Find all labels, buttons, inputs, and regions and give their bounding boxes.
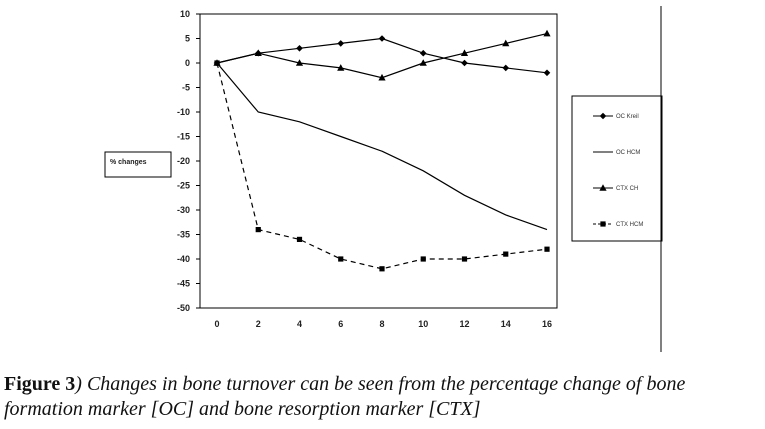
plot-frame — [199, 13, 558, 309]
x-tick-label: 4 — [297, 319, 302, 329]
y-tick-label: -20 — [177, 156, 190, 166]
data-point — [419, 49, 427, 57]
y-axis: 10 5 0 -5 -10 -15 -20 -25 -30 -35 -40 -45 -50 — [177, 9, 200, 313]
y-tick-label: -5 — [182, 83, 190, 93]
data-point — [502, 64, 510, 72]
y-tick-label: -25 — [177, 181, 190, 191]
series-layer — [213, 29, 551, 272]
data-point — [461, 59, 468, 67]
series-oc-kreil — [213, 35, 551, 77]
y-tick-label: -30 — [177, 205, 190, 215]
data-point — [543, 69, 551, 77]
data-point — [254, 49, 262, 56]
y-tick-label: -15 — [177, 132, 190, 142]
y-axis-label-frame — [104, 151, 172, 178]
y-tick-label: -45 — [177, 279, 190, 289]
series-line — [216, 62, 548, 231]
x-tick-label: 12 — [459, 319, 469, 329]
data-point — [338, 256, 344, 262]
plot-area — [199, 13, 558, 309]
x-tick-label: 16 — [542, 319, 552, 329]
data-point — [420, 256, 426, 262]
data-point — [337, 64, 345, 71]
caption-lead: Figure 3 — [4, 373, 76, 395]
legend-frame — [571, 95, 663, 242]
data-point — [502, 39, 510, 47]
legend-marker — [600, 221, 606, 227]
series-line — [216, 62, 548, 270]
y-tick-label: -35 — [177, 230, 190, 240]
legend-label: OC HCM — [616, 150, 640, 156]
data-point — [296, 236, 303, 242]
x-tick-label: 10 — [418, 319, 428, 329]
legend-label: CTX CH — [616, 186, 638, 192]
y-tick-label: 10 — [180, 9, 190, 19]
x-tick-label: 0 — [214, 319, 219, 329]
data-point — [544, 246, 550, 252]
data-point — [461, 256, 468, 262]
series-oc-hcm — [216, 62, 548, 231]
x-tick-label: 8 — [379, 319, 384, 329]
y-axis-label-box: % changes — [104, 151, 172, 178]
y-tick-label: -10 — [177, 107, 190, 117]
data-point — [296, 45, 303, 52]
legend-label: OC Kreil — [616, 114, 639, 120]
y-tick-label: 5 — [185, 34, 190, 44]
data-point — [419, 59, 427, 66]
series-ctx-ch — [213, 29, 551, 81]
data-point — [214, 60, 220, 66]
y-tick-label: 0 — [185, 58, 190, 68]
caption-text: ) Changes in bone turnover can be seen f… — [4, 373, 686, 420]
data-point — [503, 251, 509, 257]
data-point — [378, 35, 386, 42]
data-point — [379, 266, 385, 272]
figure-caption: Figure 3) Changes in bone turnover can b… — [4, 372, 764, 422]
y-tick-label: -50 — [177, 303, 190, 313]
data-point — [295, 59, 304, 66]
y-axis-label: % changes — [110, 159, 147, 166]
x-axis: 0 2 4 6 8 10 12 14 16 — [214, 319, 552, 329]
legend: OC Kreil OC HCM CTX CH CTX HCM — [571, 95, 663, 242]
line-chart: 10 5 0 -5 -10 -15 -20 -25 -30 -35 -40 -45 -50 0 2 4 6 8 1… — [104, 6, 663, 352]
data-point — [255, 227, 261, 233]
legend-label: CTX HCM — [616, 222, 643, 228]
legend-marker — [599, 184, 607, 191]
x-tick-label: 6 — [338, 319, 343, 329]
series-ctx-hcm — [214, 60, 550, 272]
y-tick-label: -40 — [177, 254, 190, 264]
data-point — [337, 40, 345, 47]
data-point — [543, 29, 551, 37]
x-tick-label: 2 — [256, 319, 261, 329]
x-tick-label: 14 — [501, 319, 511, 329]
data-point — [378, 73, 386, 81]
data-point — [460, 49, 469, 56]
legend-marker — [599, 112, 607, 120]
